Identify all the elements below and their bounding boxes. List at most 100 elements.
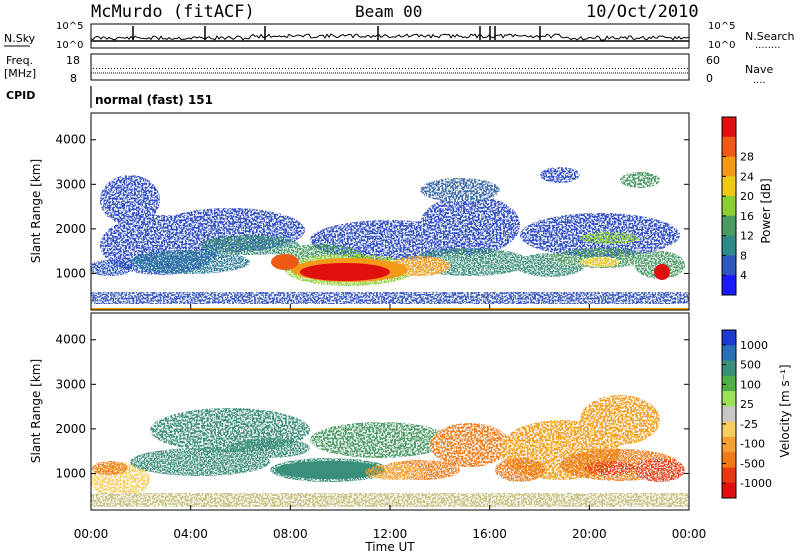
freq-dot (420, 68, 421, 69)
x-axis-label: Time UT (364, 540, 415, 554)
colorbar-swatch (722, 255, 736, 276)
colorbar-swatch (722, 482, 736, 499)
freq-dot (612, 68, 613, 69)
colorbar-swatch (722, 156, 736, 177)
freq-dot (342, 68, 343, 69)
freq-dot (588, 68, 589, 69)
freq-dot (279, 68, 280, 69)
freq-dot (546, 68, 547, 69)
freq-dot (204, 68, 205, 69)
freq-dot (465, 68, 466, 69)
freq-dot (549, 68, 550, 69)
freq-dot (603, 68, 604, 69)
freq-dot (345, 68, 346, 69)
freq-dot (555, 68, 556, 69)
freq-dot (258, 68, 259, 69)
date-title: 10/Oct/2010 (586, 2, 699, 22)
freq-dot (348, 68, 349, 69)
colorbar-tick-label: 24 (740, 170, 754, 183)
freq-dot (573, 68, 574, 69)
freq-dot (453, 68, 454, 69)
freq-dot (648, 68, 649, 69)
freq-dot (687, 68, 688, 69)
freq-dot (615, 68, 616, 69)
freq-dot (144, 68, 145, 69)
freq-dot (501, 68, 502, 69)
nsky-panel-frame (90, 23, 690, 49)
y-tick-label: 2000 (55, 222, 86, 236)
freq-dot (243, 68, 244, 69)
power-y-ticks: 1000 2000 3000 4000 (55, 133, 689, 280)
freq-dot (249, 68, 250, 69)
freq-dot (237, 68, 238, 69)
y-tick-label: 1000 (55, 466, 86, 480)
nsky-trace (90, 26, 690, 42)
freq-dot (360, 68, 361, 69)
nsearch-tick-top: 10^5 (708, 21, 735, 32)
freq-dot (660, 68, 661, 69)
freq-dot (246, 68, 247, 69)
freq-dot (597, 68, 598, 69)
freq-dot (498, 68, 499, 69)
freq-dot (375, 68, 376, 69)
y-tick-label: 4000 (55, 133, 86, 147)
freq-dot (192, 68, 193, 69)
freq-dot (630, 68, 631, 69)
power-core (271, 254, 670, 286)
freq-dot (651, 68, 652, 69)
colorbar-swatch (722, 467, 736, 484)
freq-dot (138, 68, 139, 69)
power-ylabel: Slant Range [km] (29, 159, 43, 263)
freq-dot (174, 68, 175, 69)
freq-dot (384, 68, 385, 69)
freq-dot (471, 68, 472, 69)
freq-dot (117, 68, 118, 69)
freq-dot (513, 68, 514, 69)
velocity-scatter-sparse (91, 395, 689, 507)
freq-dot (369, 68, 370, 69)
freq-dot (255, 68, 256, 69)
nave-tick-top: 60 (706, 54, 720, 67)
freq-dot (594, 68, 595, 69)
x-tick-label: 00:00 (672, 527, 707, 541)
nave-legend-dots: .... (753, 75, 766, 86)
colorbar-tick-label: 8 (740, 249, 747, 262)
freq-dot (675, 68, 676, 69)
freq-dot (264, 68, 265, 69)
nsearch-label: N.Search (745, 30, 795, 43)
freq-dot (111, 68, 112, 69)
colorbar-swatch (722, 136, 736, 158)
freq-dot (570, 68, 571, 69)
x-tick-label: 00:00 (74, 527, 109, 541)
freq-dot (402, 68, 403, 69)
freq-dot (156, 68, 157, 69)
freq-dot (120, 68, 121, 69)
colorbar-swatch (722, 375, 736, 392)
beam-title: Beam 00 (355, 2, 422, 21)
freq-dot (147, 68, 148, 69)
freq-dot (627, 68, 628, 69)
freq-dot (456, 68, 457, 69)
freq-dot (684, 68, 685, 69)
freq-dot (543, 68, 544, 69)
freq-dot (135, 68, 136, 69)
freq-dot (366, 68, 367, 69)
station-title: McMurdo (fitACF) (91, 2, 255, 22)
freq-dot (531, 68, 532, 69)
freq-dot (222, 68, 223, 69)
freq-dot (447, 68, 448, 69)
nsky-tick-bottom: 10^0 (56, 40, 83, 51)
nsky-label: N.Sky (4, 32, 36, 45)
velocity-colorbar: 1000 500 100 25 -25 -100 -500 -1000 (721, 329, 772, 499)
y-tick-label: 4000 (55, 333, 86, 347)
freq-dot (108, 68, 109, 69)
freq-dot (252, 68, 253, 69)
colorbar-swatch (722, 345, 736, 362)
x-axis-ticks: 00:00 04:00 08:00 12:00 16:00 20:00 00:00 (74, 304, 707, 541)
nsky-line (90, 33, 690, 41)
colorbar-swatch (722, 452, 736, 468)
freq-dot (633, 68, 634, 69)
colorbar-swatch (722, 436, 736, 453)
freq-dot (657, 68, 658, 69)
